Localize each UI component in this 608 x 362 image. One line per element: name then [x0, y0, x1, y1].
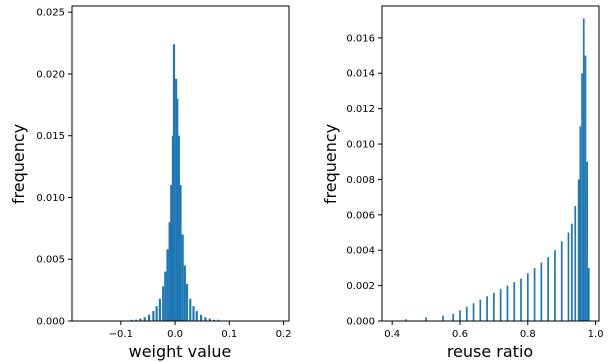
reuse-ratio-histogram-bar [404, 319, 407, 321]
reuse-ratio-histogram-bar [533, 267, 536, 321]
reuse-ratio-histogram: 0.4 0.6 0.8 1.0 0.0000.0020.0040.0060.0080.… [321, 5, 604, 361]
reuse-ratio-histogram-y-tick-label: 0.002 [346, 281, 375, 292]
reuse-ratio-histogram-bar [579, 126, 582, 321]
weight-histogram-y-tick-label: 0.005 [36, 255, 65, 266]
weight-histogram-y-tick-label: 0.010 [36, 193, 65, 204]
reuse-ratio-histogram-bar [582, 18, 585, 321]
reuse-ratio-histogram-bar [547, 257, 549, 321]
reuse-ratio-histogram-bar [486, 296, 488, 321]
reuse-ratio-histogram-bar [499, 289, 502, 321]
weight-histogram-y-ticks: 0.000 0.005 0.010 0.015 0.020 0.025 [36, 8, 72, 328]
weight-histogram-bar [213, 319, 216, 321]
weight-histogram-x-axis-label: weight value [129, 342, 232, 361]
reuse-ratio-histogram-bar [540, 262, 543, 321]
weight-histogram-y-axis-label: frequency [9, 124, 28, 204]
reuse-ratio-histogram-bar [425, 317, 427, 321]
weight-histogram-y-tick-label: 0.000 [36, 317, 65, 328]
reuse-ratio-histogram-plot-frame [381, 5, 600, 322]
weight-histogram-bar [130, 319, 133, 321]
weight-histogram-bar [179, 185, 182, 321]
weight-histogram-bar [192, 306, 195, 321]
reuse-ratio-histogram-bar [465, 306, 468, 321]
reuse-ratio-histogram-bar [584, 55, 587, 322]
weight-histogram-bar [200, 314, 203, 321]
reuse-ratio-histogram-bar [479, 299, 482, 321]
reuse-ratio-histogram-bar [577, 179, 580, 321]
weight-histogram-y-tick-label: 0.015 [36, 131, 65, 142]
reuse-ratio-histogram-x-tick-label: 1.0 [588, 329, 604, 340]
reuse-ratio-histogram-bar [574, 205, 577, 321]
reuse-ratio-histogram-bar [581, 73, 583, 321]
reuse-ratio-histogram-bar [452, 313, 455, 321]
weight-histogram-bar [181, 234, 184, 321]
reuse-ratio-histogram-x-tick-label: 0.6 [452, 329, 468, 340]
reuse-ratio-histogram-y-tick-label: 0.010 [346, 140, 375, 151]
weight-histogram-bar [164, 271, 167, 321]
weight-histogram: −0.1 0.0 0.1 0.2 0.0000.0050.0100.0150.0200… [9, 5, 292, 361]
weight-histogram-bar [217, 319, 220, 321]
weight-histogram-bar [195, 311, 198, 321]
reuse-ratio-histogram-y-tick-label: 0.008 [346, 175, 375, 186]
reuse-ratio-histogram-y-tick-label: 0.000 [346, 317, 375, 328]
weight-histogram-bar [139, 318, 142, 321]
reuse-ratio-histogram-bars [404, 18, 590, 322]
weight-histogram-x-tick-label: 0.0 [167, 329, 183, 340]
weight-histogram-bar [208, 318, 211, 321]
weight-histogram-bar [175, 78, 178, 321]
reuse-ratio-histogram-bar [493, 292, 495, 321]
weight-histogram-x-tick-label: −0.1 [109, 329, 133, 340]
weight-histogram-bar [134, 319, 138, 321]
reuse-ratio-histogram-bar [560, 241, 563, 321]
reuse-ratio-histogram-bar [526, 273, 529, 321]
weight-histogram-bar [177, 135, 180, 321]
weight-histogram-x-tick-label: 0.1 [221, 329, 237, 340]
reuse-ratio-histogram-bar [587, 267, 590, 321]
reuse-ratio-histogram-bar [571, 223, 573, 321]
weight-histogram-y-tick-label: 0.020 [36, 69, 65, 80]
reuse-ratio-histogram-y-ticks: 0.000 0.002 0.004 0.006 0.008 0.010 0.012 0.014… [346, 33, 382, 328]
weight-histogram-x-ticks: −0.1 0.0 0.1 0.2 [109, 321, 292, 340]
weight-histogram-bar [170, 185, 173, 321]
reuse-ratio-histogram-bar [442, 315, 444, 321]
weight-histogram-bar [183, 265, 186, 321]
reuse-ratio-histogram-x-ticks: 0.4 0.6 0.8 1.0 [384, 321, 604, 340]
reuse-ratio-histogram-bar [506, 285, 509, 321]
reuse-ratio-histogram-y-tick-label: 0.012 [346, 104, 375, 115]
weight-histogram-bar [189, 298, 192, 321]
weight-histogram-bar [185, 283, 189, 321]
weight-histogram-x-tick-label: 0.2 [276, 329, 292, 340]
weight-histogram-bar [155, 306, 158, 321]
weight-histogram-y-tick-label: 0.025 [36, 8, 65, 19]
reuse-ratio-histogram-x-tick-label: 0.4 [384, 329, 400, 340]
reuse-ratio-histogram-bar [513, 282, 516, 321]
reuse-ratio-histogram-y-tick-label: 0.016 [346, 33, 375, 44]
reuse-ratio-histogram-x-axis-label: reuse ratio [447, 342, 533, 361]
weight-histogram-bar [162, 286, 165, 321]
weight-histogram-bar [158, 298, 161, 321]
weight-histogram-bar [147, 314, 151, 321]
weight-histogram-bar [166, 249, 169, 321]
reuse-ratio-histogram-y-tick-label: 0.004 [346, 246, 375, 257]
reuse-ratio-histogram-bar [586, 161, 588, 321]
weight-histogram-bar [172, 44, 176, 321]
reuse-ratio-histogram-y-tick-label: 0.014 [346, 69, 375, 80]
reuse-ratio-histogram-bar [459, 310, 461, 321]
weight-histogram-plot-frame [71, 5, 290, 322]
reuse-ratio-histogram-bar [520, 278, 522, 321]
weight-histogram-bar [152, 311, 155, 321]
reuse-ratio-histogram-y-axis-label: frequency [321, 124, 340, 204]
reuse-ratio-histogram-x-tick-label: 0.8 [520, 329, 536, 340]
weight-histogram-bar [143, 317, 146, 321]
weight-histogram-bar [204, 317, 207, 321]
reuse-ratio-histogram-bar [567, 232, 570, 321]
weight-histogram-bar [176, 98, 179, 322]
reuse-ratio-histogram-y-tick-label: 0.006 [346, 210, 375, 221]
weight-histogram-bars [130, 44, 220, 322]
reuse-ratio-histogram-bar [554, 250, 556, 321]
weight-histogram-bar [168, 222, 171, 321]
reuse-ratio-histogram-bar [472, 303, 475, 321]
